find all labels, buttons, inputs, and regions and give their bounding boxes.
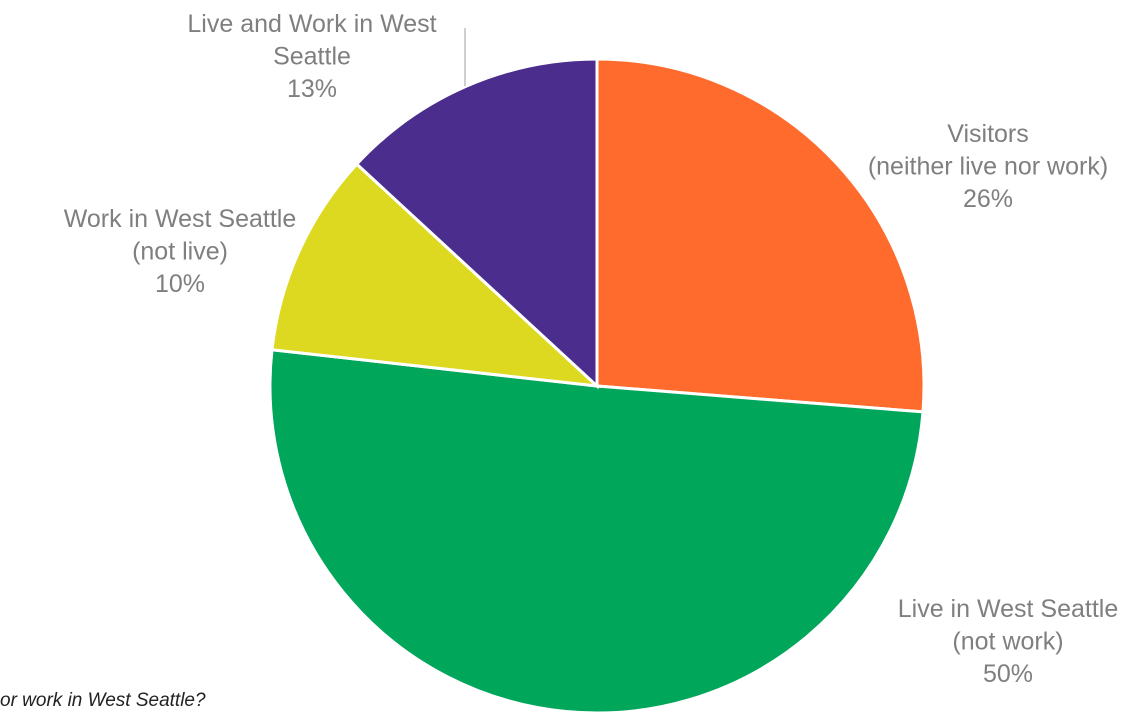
slice-value-label: 26% — [963, 185, 1013, 213]
slice-name-label: Visitors — [947, 120, 1029, 148]
slice-name-label: (not live) — [132, 238, 228, 266]
slice-name-label: Work in West Seattle — [64, 205, 297, 233]
slice-name-label: (not work) — [952, 628, 1063, 656]
slice-name-label: Seattle — [273, 43, 351, 71]
slice-label-2: Live in West Seattle (not work) 50% — [898, 595, 1118, 688]
slice-name-label: Live and Work in West — [187, 10, 436, 38]
slice-value-label: 50% — [983, 660, 1033, 688]
slice-name-label: Live in West Seattle — [898, 595, 1118, 623]
pie-slice-3 — [270, 162, 602, 388]
chart-caption: or work in West Seattle? — [0, 690, 206, 711]
pie-slice-4 — [354, 57, 599, 390]
pie-slice-2 — [268, 348, 925, 713]
slice-label-3: Work in West Seattle (not live) 10% — [64, 205, 297, 298]
slice-label-1: Visitors (neither live nor work) 26% — [868, 120, 1108, 213]
pie-slice-1 — [595, 57, 926, 414]
slice-label-4: Live and Work in West Seattle 13% — [187, 10, 436, 103]
slice-value-label: 10% — [155, 270, 205, 298]
slice-name-label: (neither live nor work) — [868, 153, 1108, 181]
pie-slices — [268, 57, 926, 713]
slice-value-label: 13% — [287, 75, 337, 103]
slice-labels: Visitors (neither live nor work) 26% Live i… — [64, 10, 1118, 688]
